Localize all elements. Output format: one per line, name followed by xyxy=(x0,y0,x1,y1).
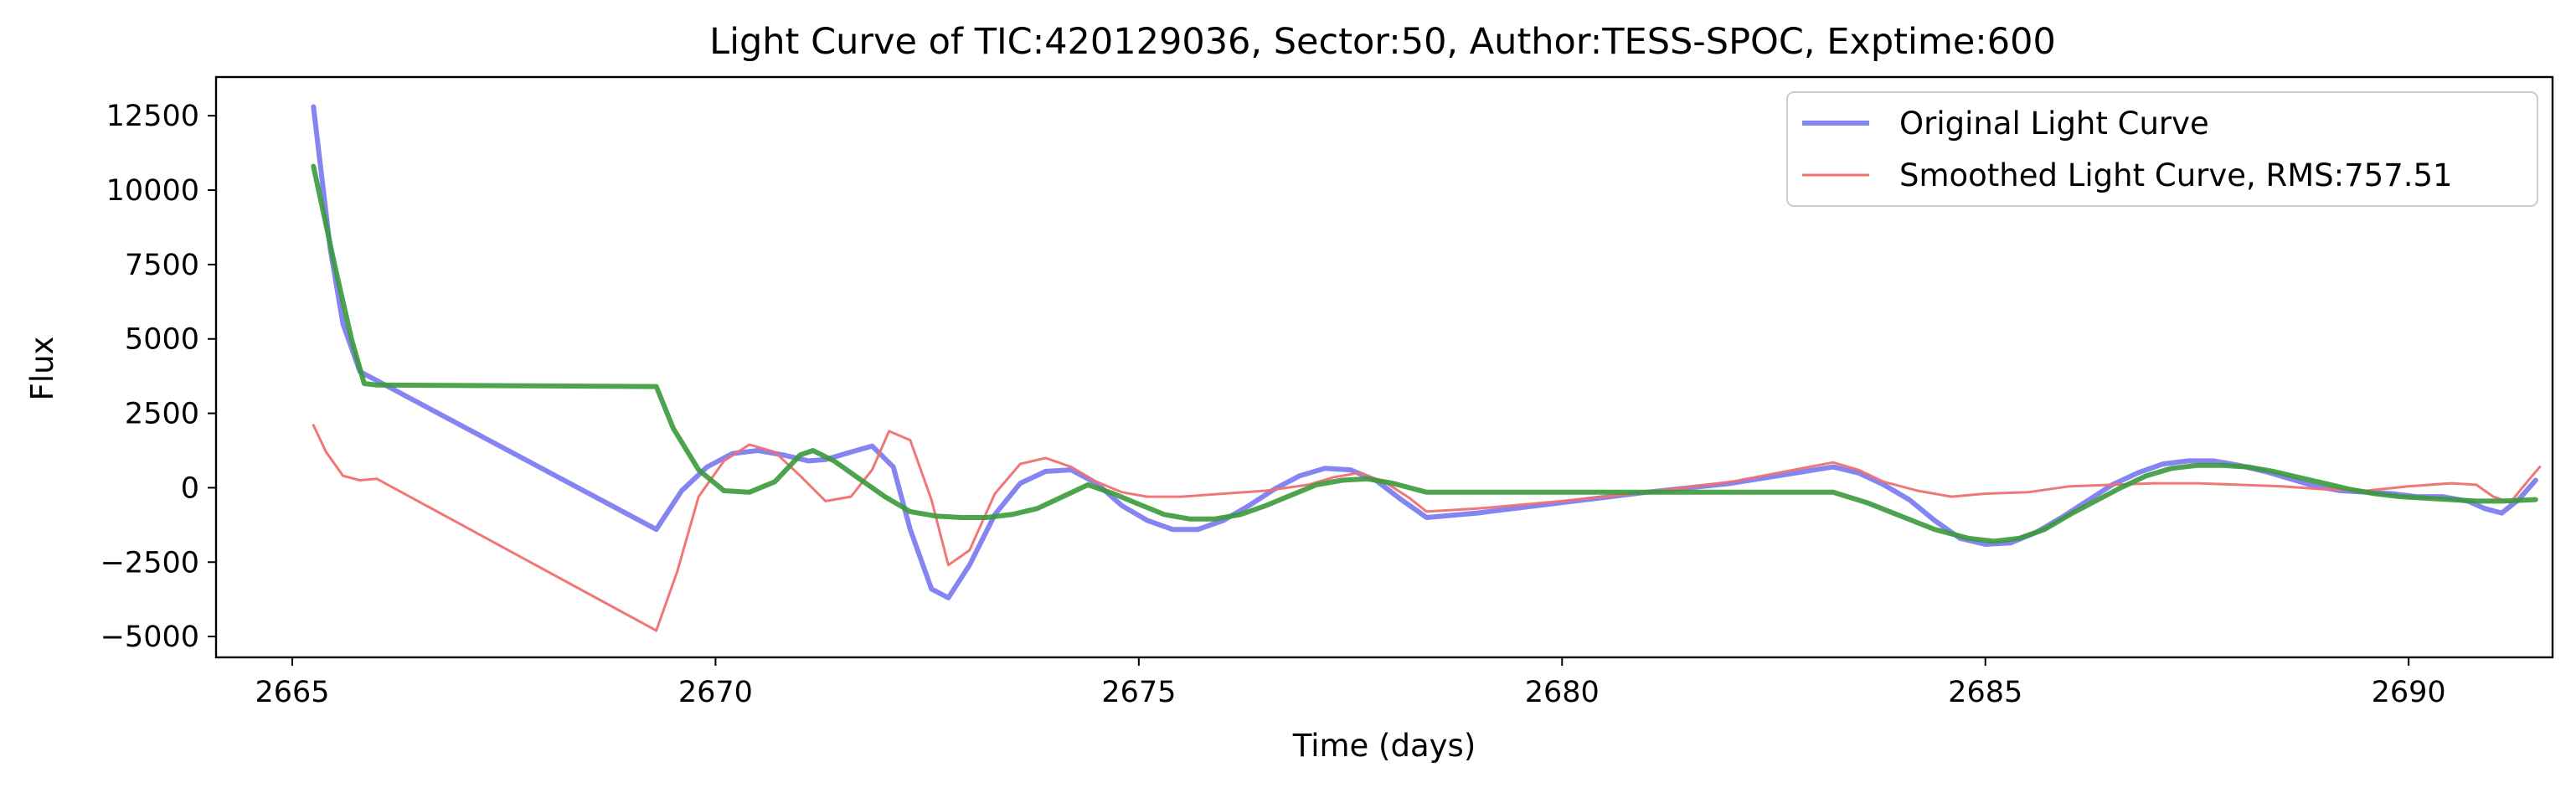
x-tick-label: 2675 xyxy=(1101,676,1176,709)
y-tick-label: 7500 xyxy=(125,249,199,282)
y-tick-label: 5000 xyxy=(125,323,199,357)
legend-label-smoothed: Smoothed Light Curve, RMS:757.51 xyxy=(1899,157,2453,193)
series-layer xyxy=(311,104,2542,632)
x-axis-label: Time (days) xyxy=(1292,728,1476,764)
y-tick-label: −2500 xyxy=(100,546,199,579)
y-axis-label: Flux xyxy=(24,337,60,401)
y-tick-label: −5000 xyxy=(100,621,199,654)
x-tick-label: 2680 xyxy=(1525,676,1600,709)
y-axis-ticks: −5000 −2500 0 2500 5000 7500 10000 12500 xyxy=(100,100,216,654)
legend-box xyxy=(1786,91,2538,207)
x-tick-label: 2670 xyxy=(678,676,753,709)
x-axis-ticks: 2665 2670 2675 2680 2685 2690 xyxy=(255,657,2446,709)
chart-title: Light Curve of TIC:420129036, Sector:50,… xyxy=(709,21,2056,63)
y-tick-label: 0 xyxy=(181,471,199,505)
legend-label-original: Original Light Curve xyxy=(1899,106,2209,142)
x-tick-label: 2665 xyxy=(255,676,329,709)
plot-frame xyxy=(214,75,2554,659)
series-green-fit xyxy=(311,163,2538,544)
y-tick-label: 10000 xyxy=(106,174,199,208)
series-smoothed-light-curve xyxy=(312,424,2542,632)
x-tick-label: 2685 xyxy=(1948,676,2022,709)
x-tick-label: 2690 xyxy=(2372,676,2446,709)
y-tick-label: 2500 xyxy=(125,398,199,431)
legend: Original Light Curve Smoothed Light Curv… xyxy=(1786,91,2538,207)
y-tick-label: 12500 xyxy=(106,100,199,133)
plot-area xyxy=(214,75,2554,659)
